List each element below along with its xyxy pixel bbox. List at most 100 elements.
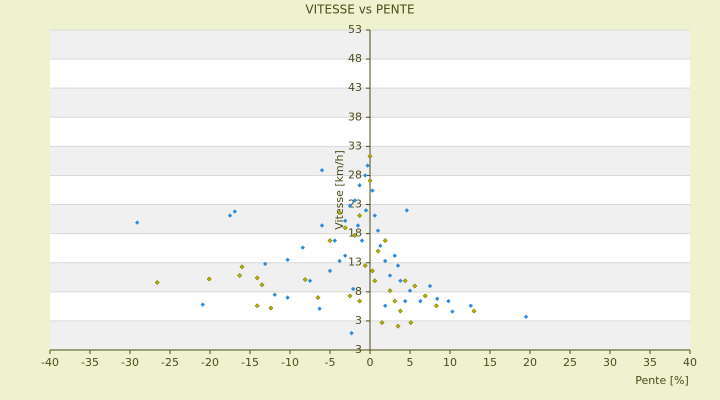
scatter-point <box>433 303 439 309</box>
y-tick-label: 8 <box>355 285 362 298</box>
scatter-point <box>349 330 354 336</box>
scatter-point <box>446 298 451 304</box>
scatter-point <box>259 282 265 288</box>
scatter-point <box>395 263 401 268</box>
scatter-point <box>418 298 423 304</box>
scatter-point <box>383 258 388 264</box>
x-tick-label: 25 <box>563 356 577 369</box>
scatter-point <box>362 263 368 269</box>
scatter-point <box>327 238 333 244</box>
x-tick-label: -40 <box>41 356 59 369</box>
scatter-point <box>379 320 385 326</box>
scatter-point <box>285 295 290 300</box>
scatter-point <box>412 283 418 289</box>
scatter-point <box>392 253 397 258</box>
x-tick-label: -35 <box>81 356 99 369</box>
scatter-point <box>365 163 370 168</box>
scatter-point <box>404 208 409 213</box>
x-tick-label: -5 <box>325 356 336 369</box>
scatter-point <box>337 210 343 216</box>
scatter-point <box>450 309 455 314</box>
scatter-point <box>367 178 373 184</box>
scatter-point <box>403 298 408 304</box>
scatter-point <box>254 275 260 281</box>
x-tick-label: -15 <box>241 356 259 369</box>
scatter-point <box>395 323 401 329</box>
x-tick-label: 30 <box>603 356 617 369</box>
scatter-point <box>363 208 369 213</box>
scatter-point <box>427 283 433 289</box>
scatter-point <box>372 278 378 284</box>
scatter-point <box>332 238 337 243</box>
x-axis-label: Pente [%] <box>635 374 689 387</box>
scatter-point <box>352 232 358 238</box>
x-tick-label: 5 <box>407 356 414 369</box>
scatter-point <box>375 228 381 233</box>
scatter-point <box>408 320 414 326</box>
x-tick-label: 40 <box>683 356 697 369</box>
scatter-point <box>237 272 243 279</box>
scatter-point <box>397 308 403 314</box>
scatter-point <box>285 257 290 263</box>
scatter-point <box>382 238 388 244</box>
scatter-point <box>383 303 388 308</box>
scatter-point <box>315 295 321 301</box>
scatter-point <box>317 306 322 311</box>
y-tick-label: 23 <box>348 198 362 211</box>
scatter-point <box>392 298 398 304</box>
scatter-point <box>263 261 268 267</box>
y-tick-label: 53 <box>348 23 362 36</box>
y-tick-label: 38 <box>348 110 362 123</box>
scatter-point <box>375 248 381 254</box>
x-tick-label: 35 <box>643 356 657 369</box>
y-tick-label: 43 <box>348 81 362 94</box>
scatter-point <box>307 278 313 283</box>
scatter-point <box>435 296 440 301</box>
x-tick-label: -25 <box>161 356 179 369</box>
y-tick-label: 3 <box>355 314 362 327</box>
x-tick-label: 20 <box>523 356 537 369</box>
y-tick-label: 28 <box>348 168 362 181</box>
scatter-point <box>359 238 365 243</box>
scatter-point <box>342 225 348 231</box>
scatter-point <box>352 198 357 203</box>
scatter-point <box>367 153 373 159</box>
scatter-point <box>327 268 333 274</box>
scatter-point <box>523 314 529 320</box>
y-tick-label: 33 <box>348 139 362 152</box>
scatter-point <box>227 213 233 218</box>
scatter-point <box>422 293 428 299</box>
scatter-point <box>347 203 353 208</box>
scatter-point <box>370 188 375 193</box>
scatter-point <box>355 223 361 228</box>
scatter-point <box>272 292 277 297</box>
scatter-point <box>468 303 473 308</box>
x-tick-label: 10 <box>443 356 457 369</box>
scatter-point <box>398 278 403 283</box>
chart-title: VITESSE vs PENTE <box>305 3 414 17</box>
scatter-point <box>343 253 348 258</box>
scatter-point <box>302 277 308 283</box>
scatter-point <box>343 218 348 224</box>
scatter-point <box>347 293 353 299</box>
scatter-point <box>232 209 237 214</box>
y-tick-label: 13 <box>348 256 362 269</box>
y-axis-label: Vitesse [km/h] <box>333 150 346 230</box>
scatter-point <box>372 213 377 218</box>
scatter-point <box>337 258 342 264</box>
scatter-point <box>254 303 260 309</box>
x-tick-label: 0 <box>367 356 374 369</box>
scatter-point <box>387 288 393 294</box>
scatter-point <box>471 308 477 314</box>
scatter-point <box>268 305 274 311</box>
scatter-point <box>402 278 408 284</box>
scatter-point <box>351 286 356 292</box>
scatter-point <box>357 213 363 219</box>
scatter-point <box>239 264 245 270</box>
scatter-point <box>357 183 362 188</box>
y-tick-label: 48 <box>348 52 362 65</box>
scatter-point <box>319 168 325 173</box>
scatter-point <box>135 220 140 225</box>
scatter-point <box>206 276 212 282</box>
